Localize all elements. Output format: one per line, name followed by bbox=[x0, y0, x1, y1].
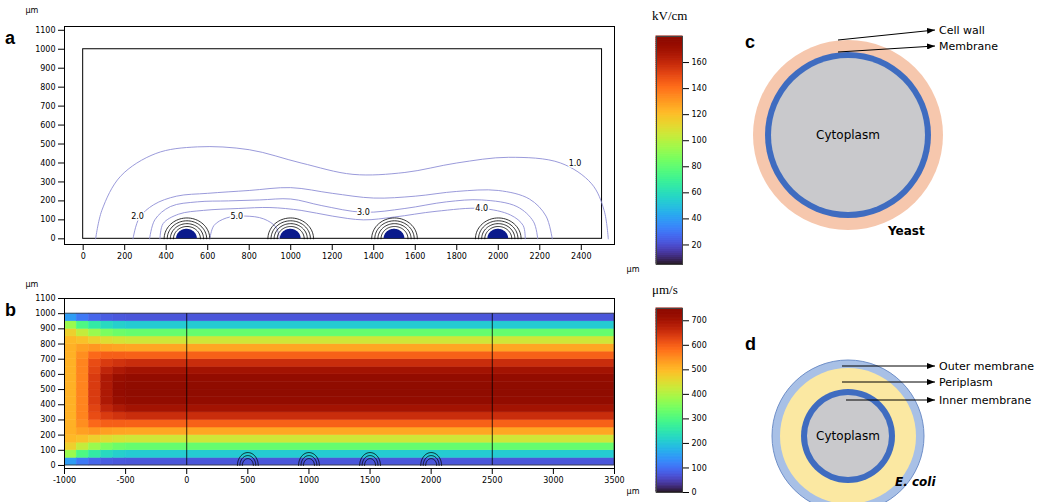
svg-text:c: c bbox=[745, 32, 755, 52]
svg-text:900: 900 bbox=[40, 324, 55, 333]
svg-text:600: 600 bbox=[40, 370, 55, 379]
svg-text:500: 500 bbox=[40, 140, 55, 149]
svg-text:1500: 1500 bbox=[360, 476, 380, 485]
svg-text:Cytoplasm: Cytoplasm bbox=[816, 429, 880, 443]
svg-text:μm: μm bbox=[627, 265, 640, 274]
svg-text:2500: 2500 bbox=[482, 476, 502, 485]
svg-text:0: 0 bbox=[692, 488, 697, 497]
svg-text:100: 100 bbox=[692, 136, 707, 145]
svg-text:2000: 2000 bbox=[488, 252, 508, 261]
svg-text:3500: 3500 bbox=[604, 476, 624, 485]
svg-text:600: 600 bbox=[200, 252, 215, 261]
svg-text:1100: 1100 bbox=[35, 26, 55, 35]
svg-text:μm: μm bbox=[26, 280, 39, 289]
svg-text:1200: 1200 bbox=[322, 252, 342, 261]
html-text:b: b bbox=[5, 300, 16, 320]
svg-text:300: 300 bbox=[40, 415, 55, 424]
svg-text:500: 500 bbox=[40, 385, 55, 394]
svg-text:500: 500 bbox=[240, 476, 255, 485]
svg-text:0: 0 bbox=[184, 476, 189, 485]
svg-text:-1000: -1000 bbox=[53, 476, 76, 485]
svg-text:2000: 2000 bbox=[421, 476, 441, 485]
svg-text:200: 200 bbox=[40, 431, 55, 440]
svg-text:Cell wall: Cell wall bbox=[939, 24, 985, 37]
svg-text:1100: 1100 bbox=[35, 294, 55, 303]
svg-text:120: 120 bbox=[692, 110, 707, 119]
svg-text:1000: 1000 bbox=[281, 252, 301, 261]
svg-text:3.0: 3.0 bbox=[357, 208, 370, 217]
svg-text:0: 0 bbox=[50, 234, 55, 243]
svg-text:300: 300 bbox=[40, 178, 55, 187]
svg-text:μm: μm bbox=[26, 6, 39, 15]
svg-text:Membrane: Membrane bbox=[939, 40, 998, 53]
svg-text:100: 100 bbox=[40, 215, 55, 224]
svg-text:20: 20 bbox=[692, 241, 702, 250]
svg-text:40: 40 bbox=[692, 214, 702, 223]
svg-text:Inner membrane: Inner membrane bbox=[939, 394, 1031, 407]
svg-text:800: 800 bbox=[40, 83, 55, 92]
svg-text:200: 200 bbox=[692, 439, 707, 448]
svg-text:700: 700 bbox=[40, 102, 55, 111]
html-text:μm/s: μm/s bbox=[652, 282, 678, 297]
svg-text:300: 300 bbox=[692, 414, 707, 423]
svg-text:500: 500 bbox=[692, 365, 707, 374]
svg-text:1000: 1000 bbox=[35, 309, 55, 318]
svg-text:1400: 1400 bbox=[364, 252, 384, 261]
svg-text:600: 600 bbox=[692, 341, 707, 350]
svg-text:400: 400 bbox=[159, 252, 174, 261]
svg-text:700: 700 bbox=[692, 316, 707, 325]
svg-text:1.0: 1.0 bbox=[569, 159, 582, 168]
svg-text:80: 80 bbox=[692, 162, 702, 171]
svg-text:0: 0 bbox=[81, 252, 86, 261]
svg-text:800: 800 bbox=[242, 252, 257, 261]
svg-text:200: 200 bbox=[117, 252, 132, 261]
svg-text:100: 100 bbox=[40, 446, 55, 455]
svg-text:d: d bbox=[745, 334, 756, 354]
svg-text:1600: 1600 bbox=[405, 252, 425, 261]
svg-text:400: 400 bbox=[40, 400, 55, 409]
svg-text:0: 0 bbox=[50, 461, 55, 470]
svg-text:200: 200 bbox=[40, 196, 55, 205]
html-text:kV/cm: kV/cm bbox=[652, 8, 688, 23]
svg-text:700: 700 bbox=[40, 355, 55, 364]
svg-text:160: 160 bbox=[692, 58, 707, 67]
svg-text:3000: 3000 bbox=[543, 476, 563, 485]
svg-text:Outer membrane: Outer membrane bbox=[939, 360, 1034, 373]
svg-text:1800: 1800 bbox=[447, 252, 467, 261]
svg-text:Periplasm: Periplasm bbox=[939, 376, 993, 389]
svg-text:400: 400 bbox=[40, 159, 55, 168]
svg-text:800: 800 bbox=[40, 340, 55, 349]
svg-text:60: 60 bbox=[692, 188, 702, 197]
svg-text:1000: 1000 bbox=[35, 45, 55, 54]
html-text:a: a bbox=[5, 28, 15, 48]
svg-text:2.0: 2.0 bbox=[131, 212, 144, 221]
svg-text:Cytoplasm: Cytoplasm bbox=[816, 128, 880, 142]
svg-text:μm: μm bbox=[627, 487, 640, 496]
svg-text:600: 600 bbox=[40, 121, 55, 130]
svg-text:-500: -500 bbox=[117, 476, 135, 485]
svg-text:2400: 2400 bbox=[571, 252, 591, 261]
svg-text:4.0: 4.0 bbox=[475, 204, 488, 213]
svg-text:400: 400 bbox=[692, 390, 707, 399]
svg-text:E. coli: E. coli bbox=[895, 475, 936, 489]
svg-text:5.0: 5.0 bbox=[230, 212, 243, 221]
svg-text:900: 900 bbox=[40, 64, 55, 73]
svg-text:1000: 1000 bbox=[299, 476, 319, 485]
svg-text:140: 140 bbox=[692, 84, 707, 93]
svg-text:Yeast: Yeast bbox=[887, 224, 925, 238]
svg-text:2200: 2200 bbox=[530, 252, 550, 261]
svg-text:100: 100 bbox=[692, 464, 707, 473]
